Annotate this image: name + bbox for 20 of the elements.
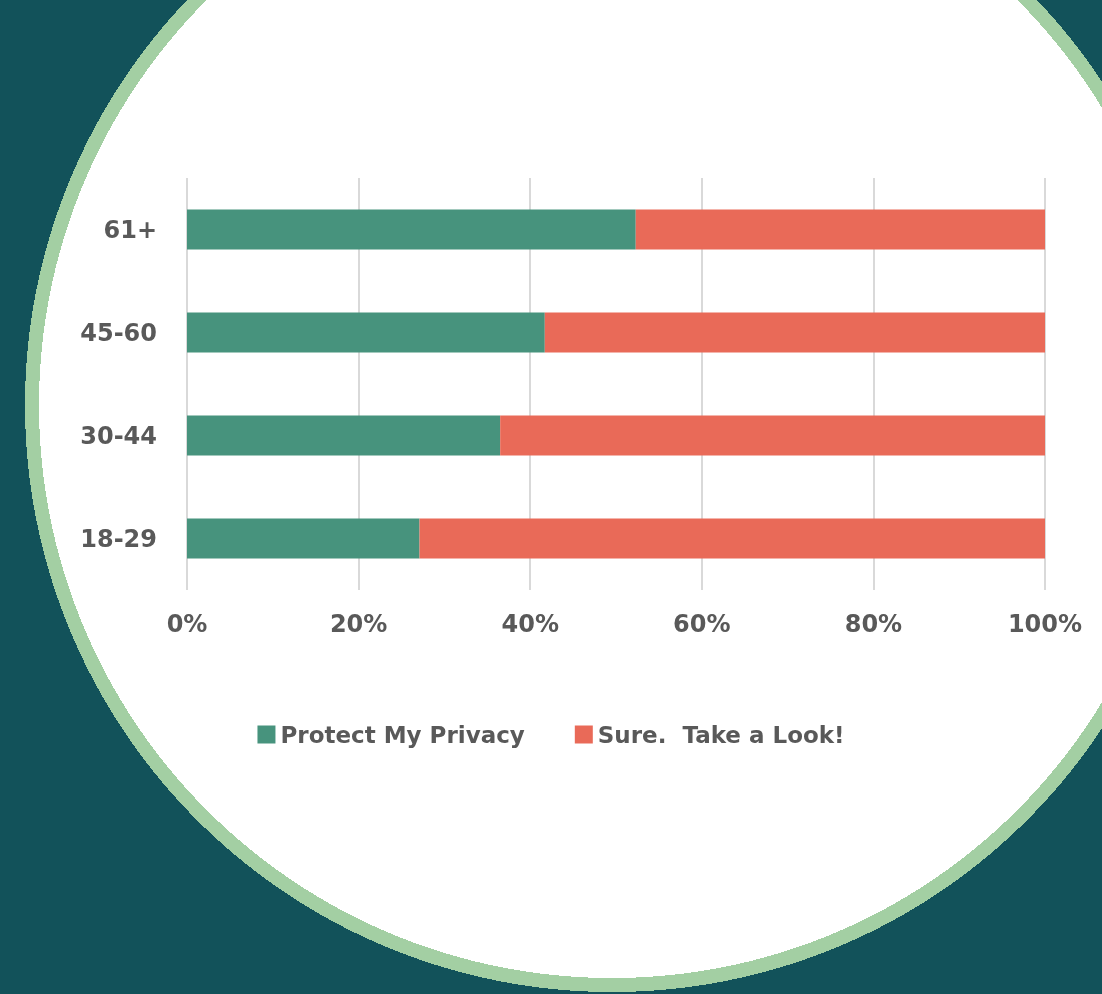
bar	[635, 209, 1045, 250]
y-tick-label: 45-60	[80, 318, 157, 347]
legend-label: Protect My Privacy	[280, 721, 525, 748]
bar	[500, 415, 1045, 456]
legend-label: Sure. Take a Look!	[597, 721, 845, 748]
bar	[187, 518, 420, 559]
y-tick-label: 18-29	[80, 524, 157, 553]
y-tick-label: 61+	[103, 215, 157, 244]
x-tick-label: 0%	[166, 610, 208, 638]
x-tick-label: 100%	[1007, 610, 1083, 638]
bar	[187, 415, 501, 456]
x-tick-label: 80%	[844, 610, 903, 638]
x-tick-label: 60%	[673, 610, 731, 638]
bar	[419, 518, 1045, 559]
bar	[187, 312, 545, 353]
bar	[187, 209, 636, 250]
x-tick-label: 20%	[329, 610, 388, 638]
x-tick-label: 40%	[501, 610, 559, 638]
y-tick-label: 30-44	[80, 421, 157, 450]
bar	[544, 312, 1045, 353]
